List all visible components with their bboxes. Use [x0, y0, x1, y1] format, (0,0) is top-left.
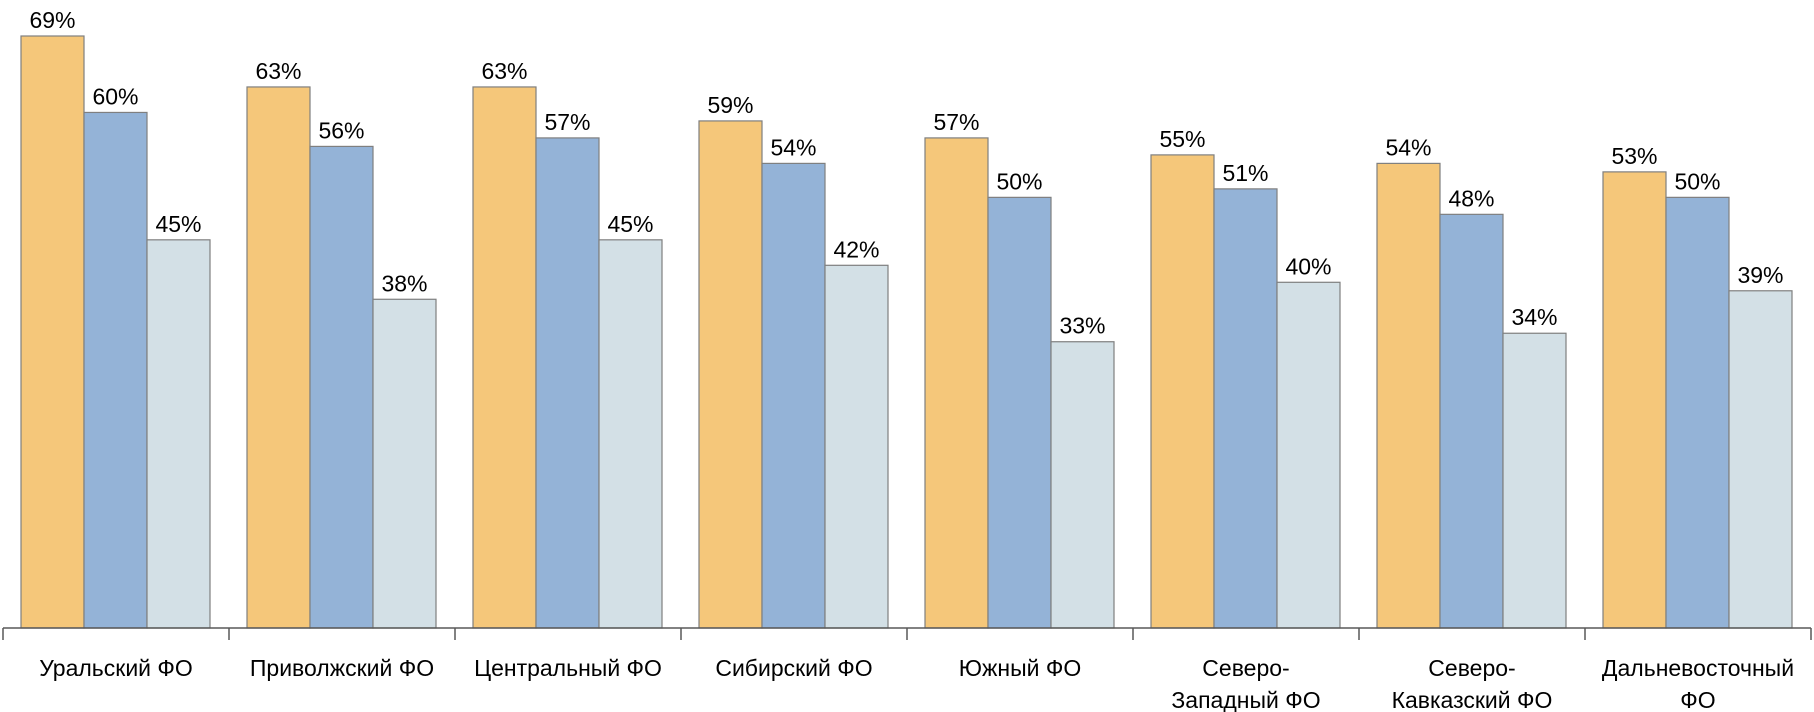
data-label: 48% — [1448, 185, 1494, 211]
category-label: Сибирский ФО — [715, 655, 872, 681]
data-label: 50% — [996, 168, 1042, 194]
data-label: 60% — [92, 83, 138, 109]
bar — [924, 137, 989, 629]
category-label: ФО — [1680, 687, 1715, 712]
category-label: Дальневосточный — [1602, 655, 1794, 681]
bar — [1376, 162, 1441, 629]
bar — [1276, 281, 1341, 629]
bar — [1439, 213, 1504, 629]
bar — [535, 137, 600, 629]
data-label: 63% — [481, 58, 527, 84]
bar — [20, 35, 85, 629]
category-label: Северо- — [1428, 655, 1515, 681]
category-label: Уральский ФО — [39, 655, 193, 681]
bar — [1150, 154, 1215, 629]
category-label: Кавказский ФО — [1392, 687, 1553, 712]
category-label: Западный ФО — [1171, 687, 1320, 712]
data-label: 45% — [155, 211, 201, 237]
bar — [309, 145, 374, 629]
bar — [824, 264, 889, 629]
data-label: 51% — [1222, 160, 1268, 186]
bar — [246, 86, 311, 629]
data-label: 33% — [1059, 313, 1105, 339]
data-label: 38% — [381, 270, 427, 296]
data-label: 34% — [1511, 304, 1557, 330]
category-label: Южный ФО — [959, 655, 1081, 681]
bar — [1213, 188, 1278, 629]
data-label: 40% — [1285, 253, 1331, 279]
bar — [472, 86, 537, 629]
data-label: 53% — [1611, 143, 1657, 169]
data-label: 63% — [255, 58, 301, 84]
x-axis-ticks — [2, 628, 1812, 640]
bar — [372, 298, 437, 629]
bar — [1602, 171, 1667, 629]
bar — [761, 162, 826, 629]
bar — [987, 196, 1052, 629]
category-labels-layer: Уральский ФО Приволжский ФО Центральный ФО… — [39, 655, 1794, 712]
data-label: 59% — [707, 92, 753, 118]
bar — [83, 111, 148, 629]
bar — [1665, 196, 1730, 629]
data-label: 50% — [1674, 168, 1720, 194]
data-label: 56% — [318, 117, 364, 143]
data-label: 39% — [1737, 262, 1783, 288]
category-label: Приволжский ФО — [250, 655, 434, 681]
data-label: 54% — [770, 134, 816, 160]
category-label: Центральный ФО — [474, 655, 662, 681]
data-label: 45% — [607, 211, 653, 237]
data-label: 54% — [1385, 134, 1431, 160]
bar — [146, 239, 211, 629]
bar — [1050, 341, 1115, 629]
value-labels-layer: 69% 60% 45% 63% 56% 38% 63% 57% 45% 59% 54% 42% 57% 5… — [29, 7, 1783, 339]
data-label: 55% — [1159, 126, 1205, 152]
data-label: 42% — [833, 236, 879, 262]
bar — [1502, 332, 1567, 629]
bar — [698, 120, 763, 629]
data-label: 57% — [933, 109, 979, 135]
bar — [598, 239, 663, 629]
bars-layer — [20, 35, 1793, 629]
data-label: 57% — [544, 109, 590, 135]
bar — [1728, 290, 1793, 629]
data-label: 69% — [29, 7, 75, 33]
category-label: Северо- — [1202, 655, 1289, 681]
